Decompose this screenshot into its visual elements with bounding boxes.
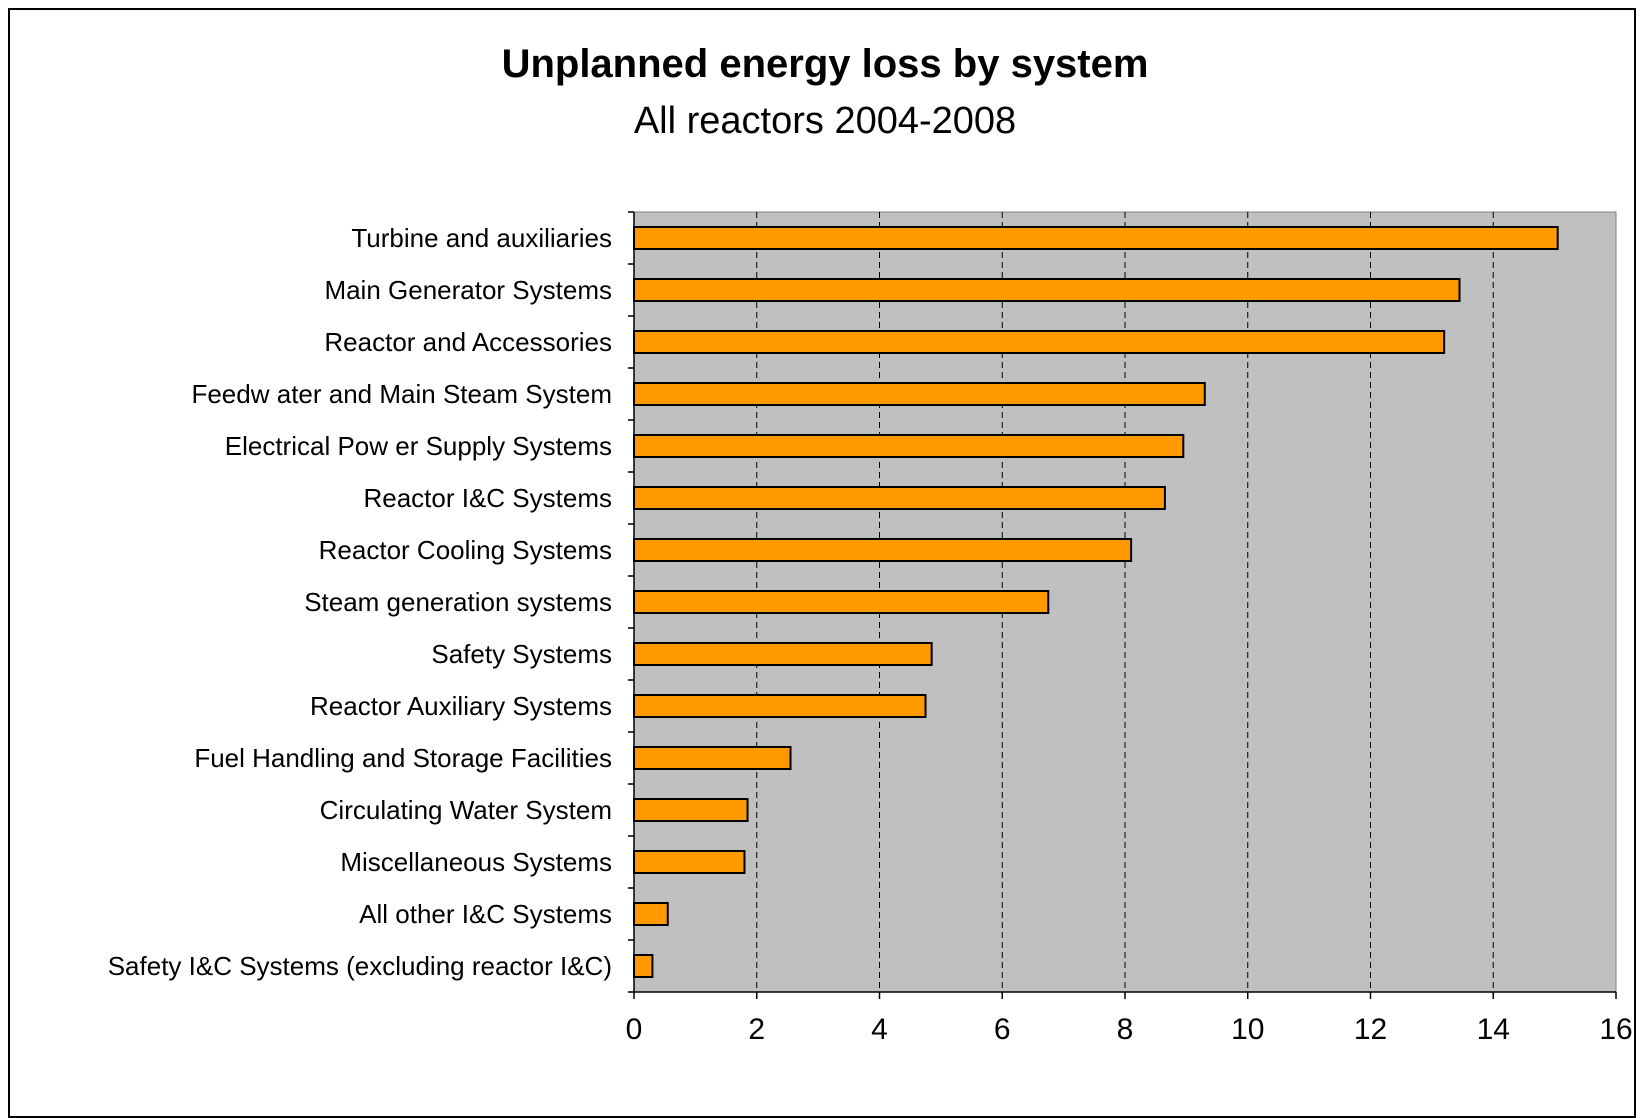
x-tick-label: 16 (1599, 1013, 1632, 1046)
category-label: Circulating Water System (320, 795, 612, 825)
category-label: Safety I&C Systems (excluding reactor I&… (108, 951, 612, 981)
x-tick-label: 12 (1354, 1013, 1387, 1046)
bars (633, 226, 1559, 978)
category-label: Reactor Auxiliary Systems (310, 691, 612, 721)
x-tick-label: 14 (1477, 1013, 1510, 1046)
bar-7 (633, 590, 1050, 614)
bar-3 (633, 382, 1206, 406)
x-tick-label: 0 (626, 1013, 643, 1046)
bar-12 (633, 850, 746, 874)
category-label: Safety Systems (431, 639, 612, 669)
category-label: Feedw ater and Main Steam System (191, 379, 612, 409)
x-tick-label: 6 (994, 1013, 1011, 1046)
bar-4 (633, 434, 1185, 458)
bar-10 (633, 746, 792, 770)
category-label: Electrical Pow er Supply Systems (225, 431, 612, 461)
category-label: Miscellaneous Systems (340, 847, 612, 877)
bar-14 (633, 954, 654, 978)
bar-2 (633, 330, 1446, 354)
chart-title: Unplanned energy loss by system (501, 42, 1149, 86)
bar-0 (633, 226, 1559, 250)
x-tick-label: 8 (1117, 1013, 1134, 1046)
x-tick-label: 10 (1231, 1013, 1264, 1046)
category-label: All other I&C Systems (359, 899, 612, 929)
category-label: Steam generation systems (304, 587, 612, 617)
axes (628, 211, 1617, 999)
category-label: Main Generator Systems (324, 275, 612, 305)
bar-5 (633, 486, 1166, 510)
category-label: Fuel Handling and Storage Facilities (194, 743, 612, 773)
bar-8 (633, 642, 933, 666)
x-tick-label: 2 (748, 1013, 765, 1046)
bar-11 (633, 798, 749, 822)
bar-6 (633, 538, 1133, 562)
bar-9 (633, 694, 927, 718)
x-tick-labels: 0 2 4 6 8 10 12 14 16 (626, 1013, 1633, 1046)
category-label: Reactor and Accessories (324, 327, 612, 357)
x-tick-label: 4 (871, 1013, 888, 1046)
bar-1 (633, 278, 1461, 302)
category-label: Reactor Cooling Systems (319, 535, 612, 565)
bar-13 (633, 902, 669, 926)
chart-subtitle: All reactors 2004-2008 (633, 100, 1017, 142)
category-label: Turbine and auxiliaries (351, 223, 612, 253)
category-label: Reactor I&C Systems (363, 483, 612, 513)
category-labels: Turbine and auxiliaries Main Generator Sy… (108, 223, 612, 981)
